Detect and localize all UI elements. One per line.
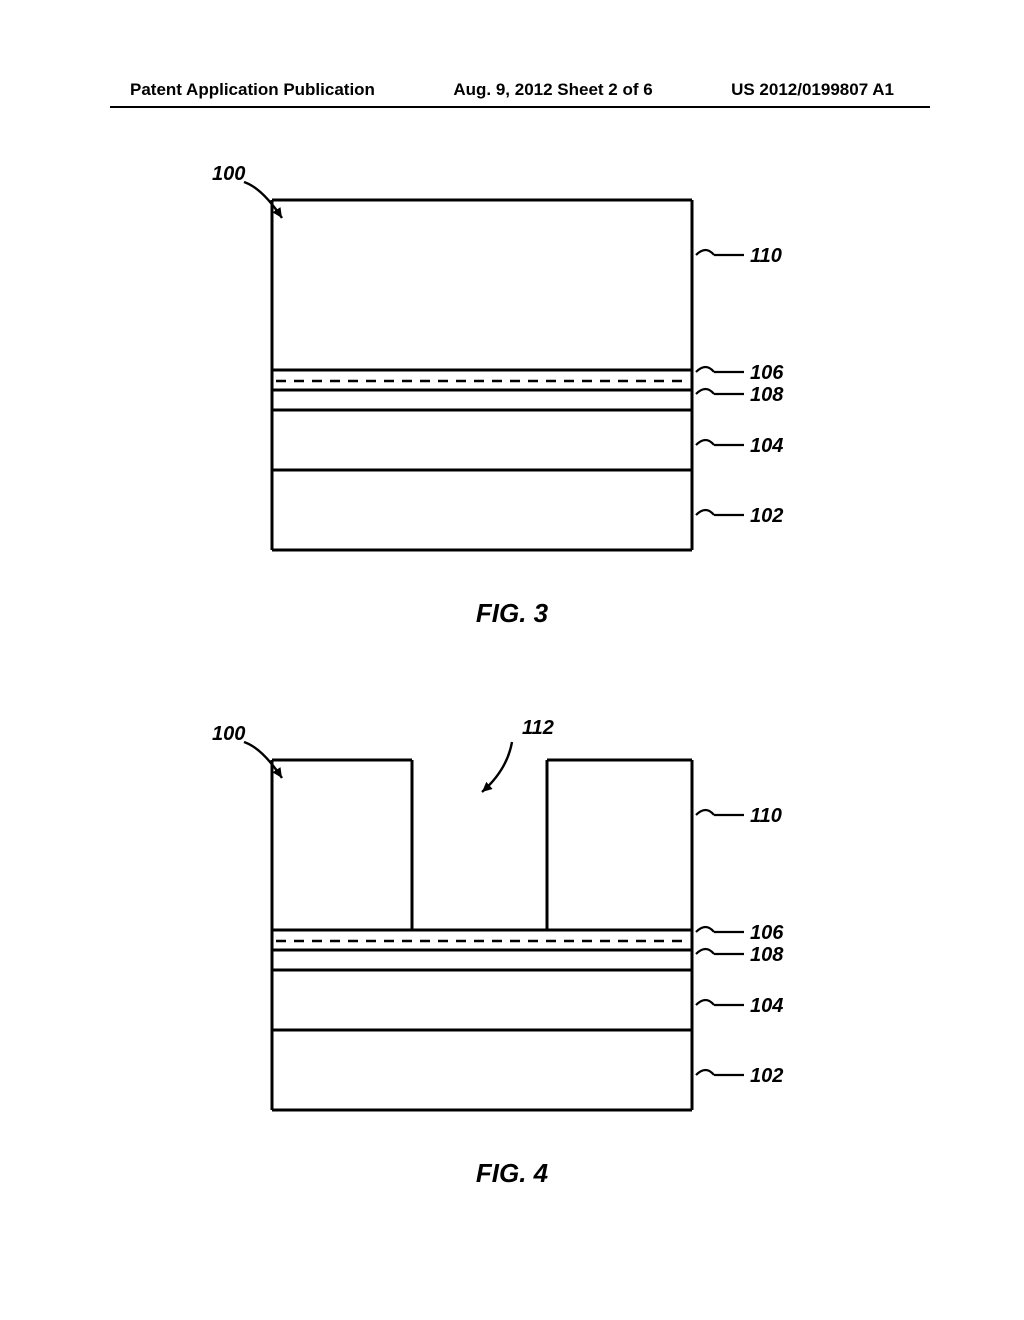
header-rule	[110, 106, 930, 108]
header-center: Aug. 9, 2012 Sheet 2 of 6	[453, 80, 652, 100]
ref-110: 110	[750, 805, 782, 827]
figure-4: 112 100 110 106108 104 102 FIG. 4	[0, 720, 1024, 1189]
ref-100: 100	[212, 723, 245, 745]
header-right: US 2012/0199807 A1	[731, 80, 894, 100]
ref-112: 112	[522, 720, 554, 739]
ref-108: 108	[750, 944, 784, 966]
fig3-caption: FIG. 3	[0, 598, 1024, 629]
ref-108: 108	[750, 384, 784, 406]
ref-106: 106	[750, 362, 784, 384]
ref-106: 106	[750, 922, 784, 944]
ref-110: 110	[750, 245, 782, 267]
ref-100: 100	[212, 163, 245, 185]
ref-102: 102	[750, 505, 783, 527]
figure-3: 100 110 106108 104 102 FIG. 3	[0, 160, 1024, 629]
fig3-svg: 100 110 106108 104 102	[152, 160, 872, 580]
fig4-caption: FIG. 4	[0, 1158, 1024, 1189]
ref-104: 104	[750, 435, 783, 457]
page: Patent Application Publication Aug. 9, 2…	[0, 0, 1024, 1320]
ref-102: 102	[750, 1065, 783, 1087]
ref-104: 104	[750, 995, 783, 1017]
page-header: Patent Application Publication Aug. 9, 2…	[0, 80, 1024, 100]
header-left: Patent Application Publication	[130, 80, 375, 100]
fig4-svg: 112 100 110 106108 104 102	[152, 720, 872, 1140]
